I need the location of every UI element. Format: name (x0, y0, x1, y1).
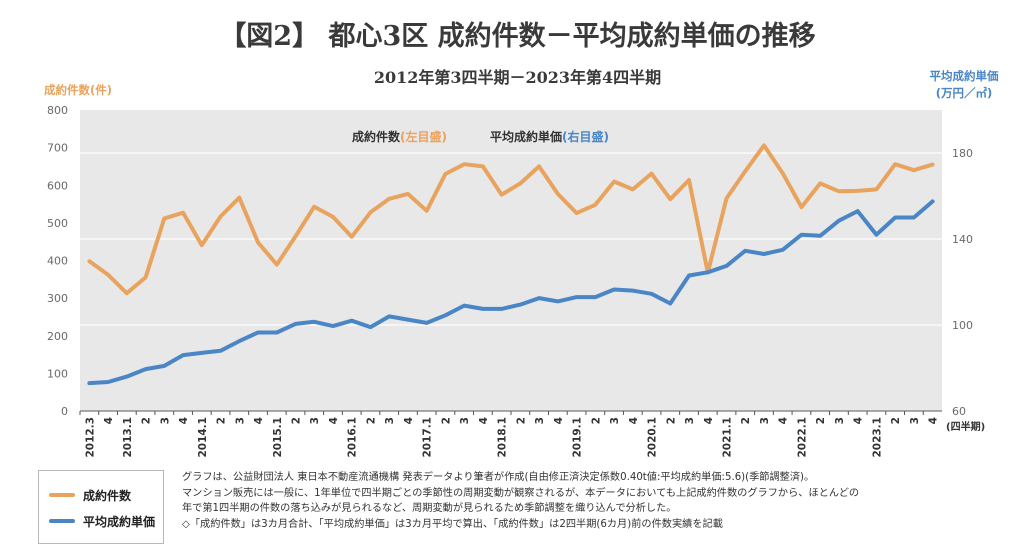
x-tick-label: 3 (159, 417, 171, 424)
right-axis-label-line1: 平均成約単価 (930, 69, 999, 83)
x-tick-label: 2013.1 (122, 417, 134, 458)
x-tick-label: 2018.1 (497, 417, 509, 458)
x-tick-label: 3 (459, 417, 471, 424)
series-line-orange (87, 143, 935, 296)
x-tick-label: 2017.1 (422, 417, 434, 458)
x-tick-label: 3 (309, 417, 321, 424)
in-plot-legend: 成約件数(左目盛) 平均成約単価(右目盛) (352, 129, 609, 144)
left-axis-tick-label: 0 (61, 405, 68, 418)
in-plot-legend-blue-name: 平均成約単価 (490, 129, 562, 144)
x-tick-label: 3 (909, 417, 921, 424)
x-axis-unit-label: (四半期) (946, 420, 985, 433)
x-tick-label: 4 (403, 417, 415, 424)
x-tick-label: 2 (291, 417, 303, 424)
right-axis-label-line2: (万円／㎡) (936, 86, 993, 100)
left-axis-tick-label: 100 (47, 367, 68, 380)
x-tick-label: 2019.1 (572, 417, 584, 458)
x-tick-label: 4 (853, 417, 865, 424)
x-tick-label: 2 (590, 417, 602, 424)
in-plot-legend-orange: 成約件数(左目盛) (352, 129, 447, 144)
x-tick-label: 3 (834, 417, 846, 424)
x-tick-label: 2021.1 (722, 417, 734, 458)
legend-row-blue: 平均成約単価 (49, 511, 155, 531)
dual-axis-line-chart: 0 100 200 300 400 500 600 700 800 60 100 140 180 2012… (44, 69, 999, 458)
x-tick-label: 2 (665, 417, 677, 424)
x-tick-label: 4 (103, 417, 115, 424)
plot-area (80, 110, 942, 411)
x-tick-label: 4 (253, 417, 265, 424)
in-plot-legend-orange-name: 成約件数 (352, 129, 401, 144)
in-plot-legend-orange-note: (左目盛) (400, 129, 447, 144)
x-tick-label: 4 (553, 417, 565, 424)
note-line: ◇「成約件数」は3カ月合計、「平均成約単価」は3カ月平均で算出、「成約件数」は2… (182, 518, 723, 530)
left-axis-tick-label: 500 (47, 217, 68, 230)
legend-swatch-orange (49, 493, 75, 497)
x-tick-label: 2 (440, 417, 452, 424)
right-axis-tick-label: 140 (952, 233, 973, 246)
right-axis-tick-label: 180 (952, 147, 973, 160)
series-line-blue (87, 199, 935, 386)
left-axis-tick-label: 400 (47, 255, 68, 268)
x-tick-label: 2020.1 (647, 417, 659, 458)
note-line: マンション販売には一般に、1年単位で四半期ごとの季節性の周期変動が観察されるが、… (182, 487, 860, 499)
x-tick-label: 4 (178, 417, 190, 424)
x-tick-label: 3 (234, 417, 246, 424)
x-tick-label: 4 (703, 417, 715, 424)
x-tick-label: 2 (740, 417, 752, 424)
x-tick-label: 2022.1 (796, 417, 808, 458)
left-axis-label: 成約件数(件) (44, 83, 112, 97)
legend-row-orange: 成約件数 (49, 485, 131, 505)
x-tick-label: 2 (890, 417, 902, 424)
right-axis-tick-label: 100 (952, 319, 973, 332)
x-tick-label: 3 (609, 417, 621, 424)
x-tick-label: 4 (778, 417, 790, 424)
x-tick-label: 4 (928, 417, 940, 424)
legend-label-blue: 平均成約単価 (83, 514, 156, 529)
x-tick-label: 4 (478, 417, 490, 424)
in-plot-legend-blue: 平均成約単価(右目盛) (490, 129, 609, 144)
chart-notes: グラフは、公益財団法人 東日本不動産流通機構 発表データより筆者が作成(自由修正… (182, 470, 1022, 532)
x-tick-label: 4 (628, 417, 640, 424)
note-line: グラフは、公益財団法人 東日本不動産流通機構 発表データより筆者が作成(自由修正… (182, 472, 815, 483)
x-tick-label: 4 (328, 417, 340, 424)
x-tick-label: 2023.1 (871, 417, 883, 458)
note-line: 年で第1四半期の件数の落ち込みが見られるなど、周期変動が見られるため季節調整を織… (182, 503, 677, 514)
in-plot-legend-blue-note: (右目盛) (562, 129, 609, 144)
chart-subtitle: 2012年第3四半期－2023年第4四半期 (373, 68, 662, 87)
x-tick-label: 2 (515, 417, 527, 424)
x-tick-label: 2 (141, 417, 153, 424)
x-tick-label: 2016.1 (347, 417, 359, 458)
x-tick-label: 2014.1 (197, 417, 209, 458)
legend-swatch-blue (49, 519, 75, 523)
left-axis-tick-label: 800 (47, 104, 68, 117)
x-tick-label: 2015.1 (272, 417, 284, 458)
left-axis-tick-label: 700 (47, 142, 68, 155)
left-axis-tick-label: 200 (47, 330, 68, 343)
x-tick-label: 3 (534, 417, 546, 424)
x-tick-label: 3 (684, 417, 696, 424)
x-tick-label: 2 (216, 417, 228, 424)
left-axis-tick-label: 600 (47, 179, 68, 192)
x-tick-label: 2 (815, 417, 827, 424)
right-axis-tick-label: 60 (952, 405, 966, 418)
chart-title: 【図2】 都心3区 成約件数－平均成約単価の推移 (219, 21, 816, 52)
x-tick-label: 2012.3 (84, 417, 96, 458)
x-tick-label: 2 (365, 417, 377, 424)
left-axis-tick-label: 300 (47, 292, 68, 305)
x-tick-label: 3 (759, 417, 771, 424)
x-tick-label: 3 (384, 417, 396, 424)
legend-box: 成約件数 平均成約単価 (38, 470, 164, 544)
legend-label-orange: 成約件数 (83, 488, 132, 503)
